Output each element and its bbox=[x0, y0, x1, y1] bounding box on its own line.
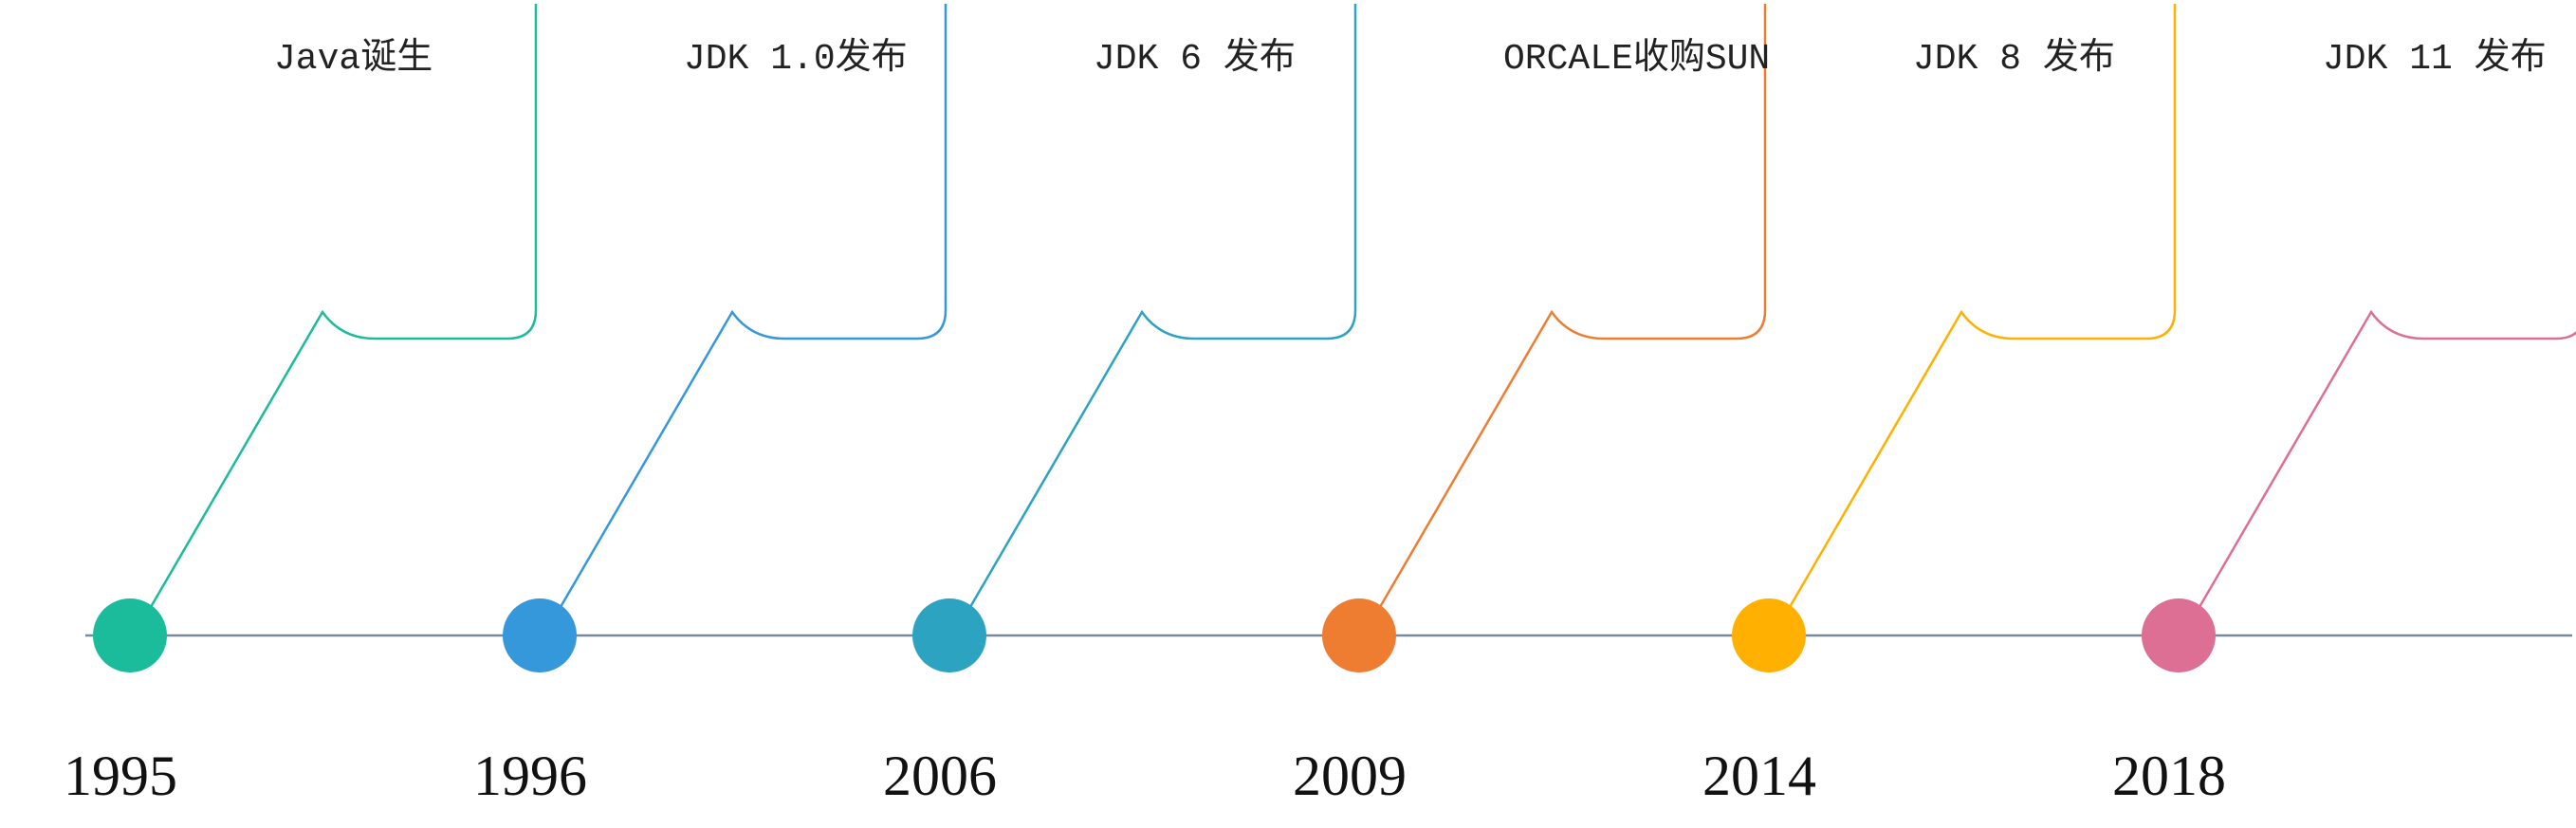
event-node bbox=[1322, 598, 1396, 672]
timeline-event: JDK 11 发布 2018 bbox=[2112, 37, 2576, 807]
timeline-event: ORCALE收购SUN 2009 bbox=[1293, 4, 1770, 807]
event-year: 2018 bbox=[2112, 745, 2226, 807]
event-year: 2014 bbox=[1702, 745, 1816, 807]
event-connector-line bbox=[1378, 4, 1767, 608]
timeline-event: Java诞生 1995 bbox=[64, 4, 538, 807]
event-node bbox=[1732, 598, 1806, 672]
event-label: JDK 11 发布 bbox=[2323, 37, 2547, 80]
event-label: JDK 6 发布 bbox=[1094, 37, 1296, 80]
event-year: 1995 bbox=[64, 745, 177, 807]
event-year: 2006 bbox=[883, 745, 997, 807]
timeline-event: JDK 6 发布 2006 bbox=[883, 4, 1357, 807]
timeline-events: Java诞生 1995 JDK 1.0发布 1996 JDK 6 发布 2006 ORCAL… bbox=[64, 4, 2576, 807]
timeline-event: JDK 8 发布 2014 bbox=[1702, 4, 2177, 807]
event-node bbox=[503, 598, 577, 672]
event-label: JDK 1.0发布 bbox=[684, 37, 908, 80]
event-year: 1996 bbox=[473, 745, 587, 807]
event-label: JDK 8 发布 bbox=[1913, 37, 2115, 80]
event-connector-line bbox=[559, 4, 948, 608]
event-label: Java诞生 bbox=[274, 38, 432, 80]
event-label: ORCALE收购SUN bbox=[1503, 38, 1770, 80]
event-node bbox=[2142, 598, 2216, 672]
timeline-event: JDK 1.0发布 1996 bbox=[473, 4, 948, 807]
event-connector-line bbox=[1788, 4, 2177, 608]
event-connector-line bbox=[968, 4, 1357, 608]
event-node bbox=[912, 598, 986, 672]
event-node bbox=[93, 598, 167, 672]
event-connector-line bbox=[2198, 309, 2576, 608]
event-year: 2009 bbox=[1293, 745, 1407, 807]
event-connector-line bbox=[149, 4, 538, 608]
